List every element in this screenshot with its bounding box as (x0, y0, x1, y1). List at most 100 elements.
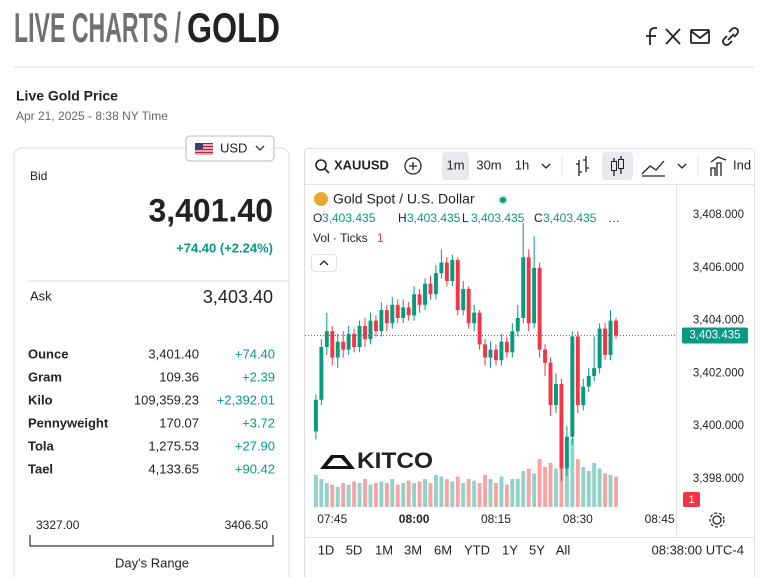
symbol[interactable]: XAUUSD (334, 157, 389, 172)
volume-bar (368, 484, 373, 507)
search-icon[interactable] (315, 159, 327, 171)
currency[interactable]: USD (220, 140, 247, 155)
interval[interactable]: 1m (446, 157, 464, 172)
volume-bar (379, 481, 384, 507)
candle-body (390, 304, 395, 324)
x-tick-label: 08:00 (399, 512, 430, 526)
kitco-logo: KITCO (320, 448, 433, 473)
volume-bar (554, 468, 558, 507)
range-button[interactable]: 5Y (529, 542, 545, 557)
volume-bar (548, 463, 553, 507)
volume-bar (521, 471, 526, 507)
ohlc-more: … (608, 211, 620, 225)
volume-bar (543, 467, 548, 507)
candle-body (554, 383, 558, 406)
volume-bar (597, 468, 602, 507)
candle-body (395, 304, 400, 318)
volume-bar (433, 475, 438, 507)
volume-bar (428, 483, 433, 507)
price-panel (13, 147, 290, 577)
volume-bar (537, 459, 542, 507)
ohlc-key: O (313, 211, 322, 225)
indicators-icon[interactable] (710, 156, 727, 176)
candle-icon-body (611, 161, 617, 171)
candle-body (472, 312, 477, 324)
range-button[interactable]: 5D (346, 542, 363, 557)
x-tick-label: 07:45 (317, 512, 347, 526)
title-prefix: LIVE CHARTS / (14, 4, 181, 51)
facebook-icon[interactable] (646, 27, 657, 45)
volume-bar (324, 483, 329, 507)
bar-style-icon[interactable] (576, 156, 589, 176)
range-button[interactable]: 1D (318, 542, 335, 557)
instrument-icon (314, 192, 328, 206)
collapse-legend[interactable] (311, 254, 337, 272)
range-button[interactable]: 3M (404, 542, 422, 557)
interval[interactable]: 1h (515, 157, 529, 172)
interval-active[interactable] (442, 152, 469, 180)
candle-body (488, 349, 493, 358)
volume-bar (564, 451, 569, 507)
candle-body (313, 399, 318, 432)
ohlc-key: C (534, 211, 543, 225)
range-button[interactable]: 1M (375, 542, 393, 557)
link-icon[interactable] (722, 27, 739, 46)
ask-label: Ask (30, 288, 52, 303)
volume-bar (592, 463, 597, 507)
share-icons[interactable] (646, 27, 739, 46)
style-chevron[interactable] (677, 163, 687, 169)
candle-body (433, 273, 438, 295)
range-high: 3406.50 (225, 518, 269, 532)
volume-bar (477, 483, 482, 507)
compare-button[interactable] (404, 157, 422, 175)
area-style-icon[interactable] (641, 160, 665, 177)
price-label-box (682, 327, 748, 344)
volume-bar (384, 483, 389, 507)
y-tick-label: 3,406.000 (693, 262, 744, 274)
range-button[interactable]: 1Y (502, 542, 518, 557)
x-tick-label: 08:15 (481, 512, 511, 526)
ohlc-value: 3,403.435 (407, 211, 461, 225)
unit-price: 109,359.23 (134, 392, 199, 407)
candle-body (357, 325, 362, 348)
ohlc-key: H (398, 211, 407, 225)
bid-label: Bid (30, 169, 47, 183)
candle-body (439, 262, 444, 274)
logo-bar-inner (327, 458, 348, 466)
volume-bar (608, 475, 613, 507)
candle-body (412, 294, 417, 316)
volume-bar (439, 476, 444, 507)
volume-bar (483, 475, 488, 507)
candle-style-active[interactable] (602, 152, 633, 180)
candle-body (352, 333, 357, 348)
settings-icon[interactable] (712, 515, 722, 525)
candle-body (483, 344, 488, 358)
x-icon[interactable] (665, 28, 681, 45)
y-tick-label: 3,408.000 (693, 209, 744, 221)
candle-body (521, 257, 526, 318)
candle-body (614, 320, 618, 336)
interval[interactable]: 30m (476, 157, 501, 172)
indicators[interactable]: Ind (733, 157, 751, 172)
y-tick-label: 3,398.000 (693, 473, 744, 485)
volume-bar (357, 483, 362, 507)
range-button[interactable]: All (556, 542, 571, 557)
volume-bar (412, 483, 417, 507)
volume-bar (455, 476, 460, 507)
unit-name: Tael (28, 461, 53, 476)
volume-bar (330, 484, 335, 507)
range-button[interactable]: 6M (434, 542, 452, 557)
currency-select[interactable]: USD (185, 135, 275, 162)
range-button[interactable]: YTD (464, 542, 490, 557)
volume-bar (450, 481, 455, 507)
interval-chevron[interactable] (541, 163, 551, 169)
candle-body (526, 257, 531, 324)
volume-bar (586, 471, 591, 507)
candle-body (401, 307, 406, 318)
settings-gear (709, 512, 725, 528)
mail-icon[interactable] (690, 29, 710, 44)
volume-bar (472, 480, 477, 507)
candle-body (319, 347, 324, 400)
chart-widget (304, 148, 755, 577)
candle-body (603, 328, 608, 355)
